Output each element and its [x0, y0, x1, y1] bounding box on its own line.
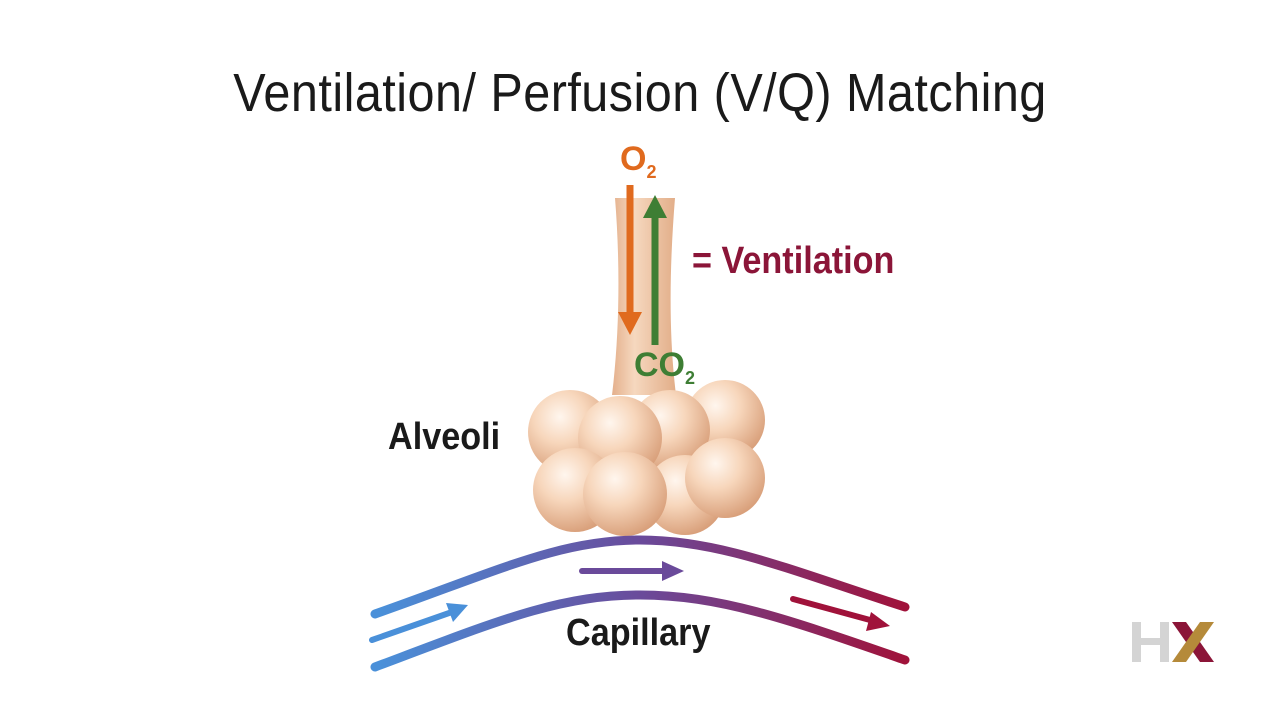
o2-arrow — [618, 185, 642, 335]
blood-flow-arrow-right — [790, 596, 890, 631]
o2-label: O2 — [620, 140, 657, 182]
alveolus — [583, 452, 667, 536]
ventilation-label: = Ventilation — [692, 240, 895, 282]
co2-label: CO2 — [634, 346, 696, 388]
blood-flow-arrow-middle — [579, 561, 684, 581]
slide-title: Ventilation/ Perfusion (V/Q) Matching — [233, 63, 1047, 123]
alveoli-cluster — [528, 380, 765, 536]
capillary-upper-wall — [370, 535, 910, 619]
blood-flow-arrow-left — [369, 603, 468, 643]
alveolus — [685, 438, 765, 518]
hx-logo-icon — [1132, 622, 1214, 662]
capillary-label: Capillary — [566, 612, 711, 654]
capillary-lower-wall — [370, 590, 910, 672]
co2-arrow — [643, 195, 667, 345]
alveoli-label: Alveoli — [388, 416, 501, 458]
